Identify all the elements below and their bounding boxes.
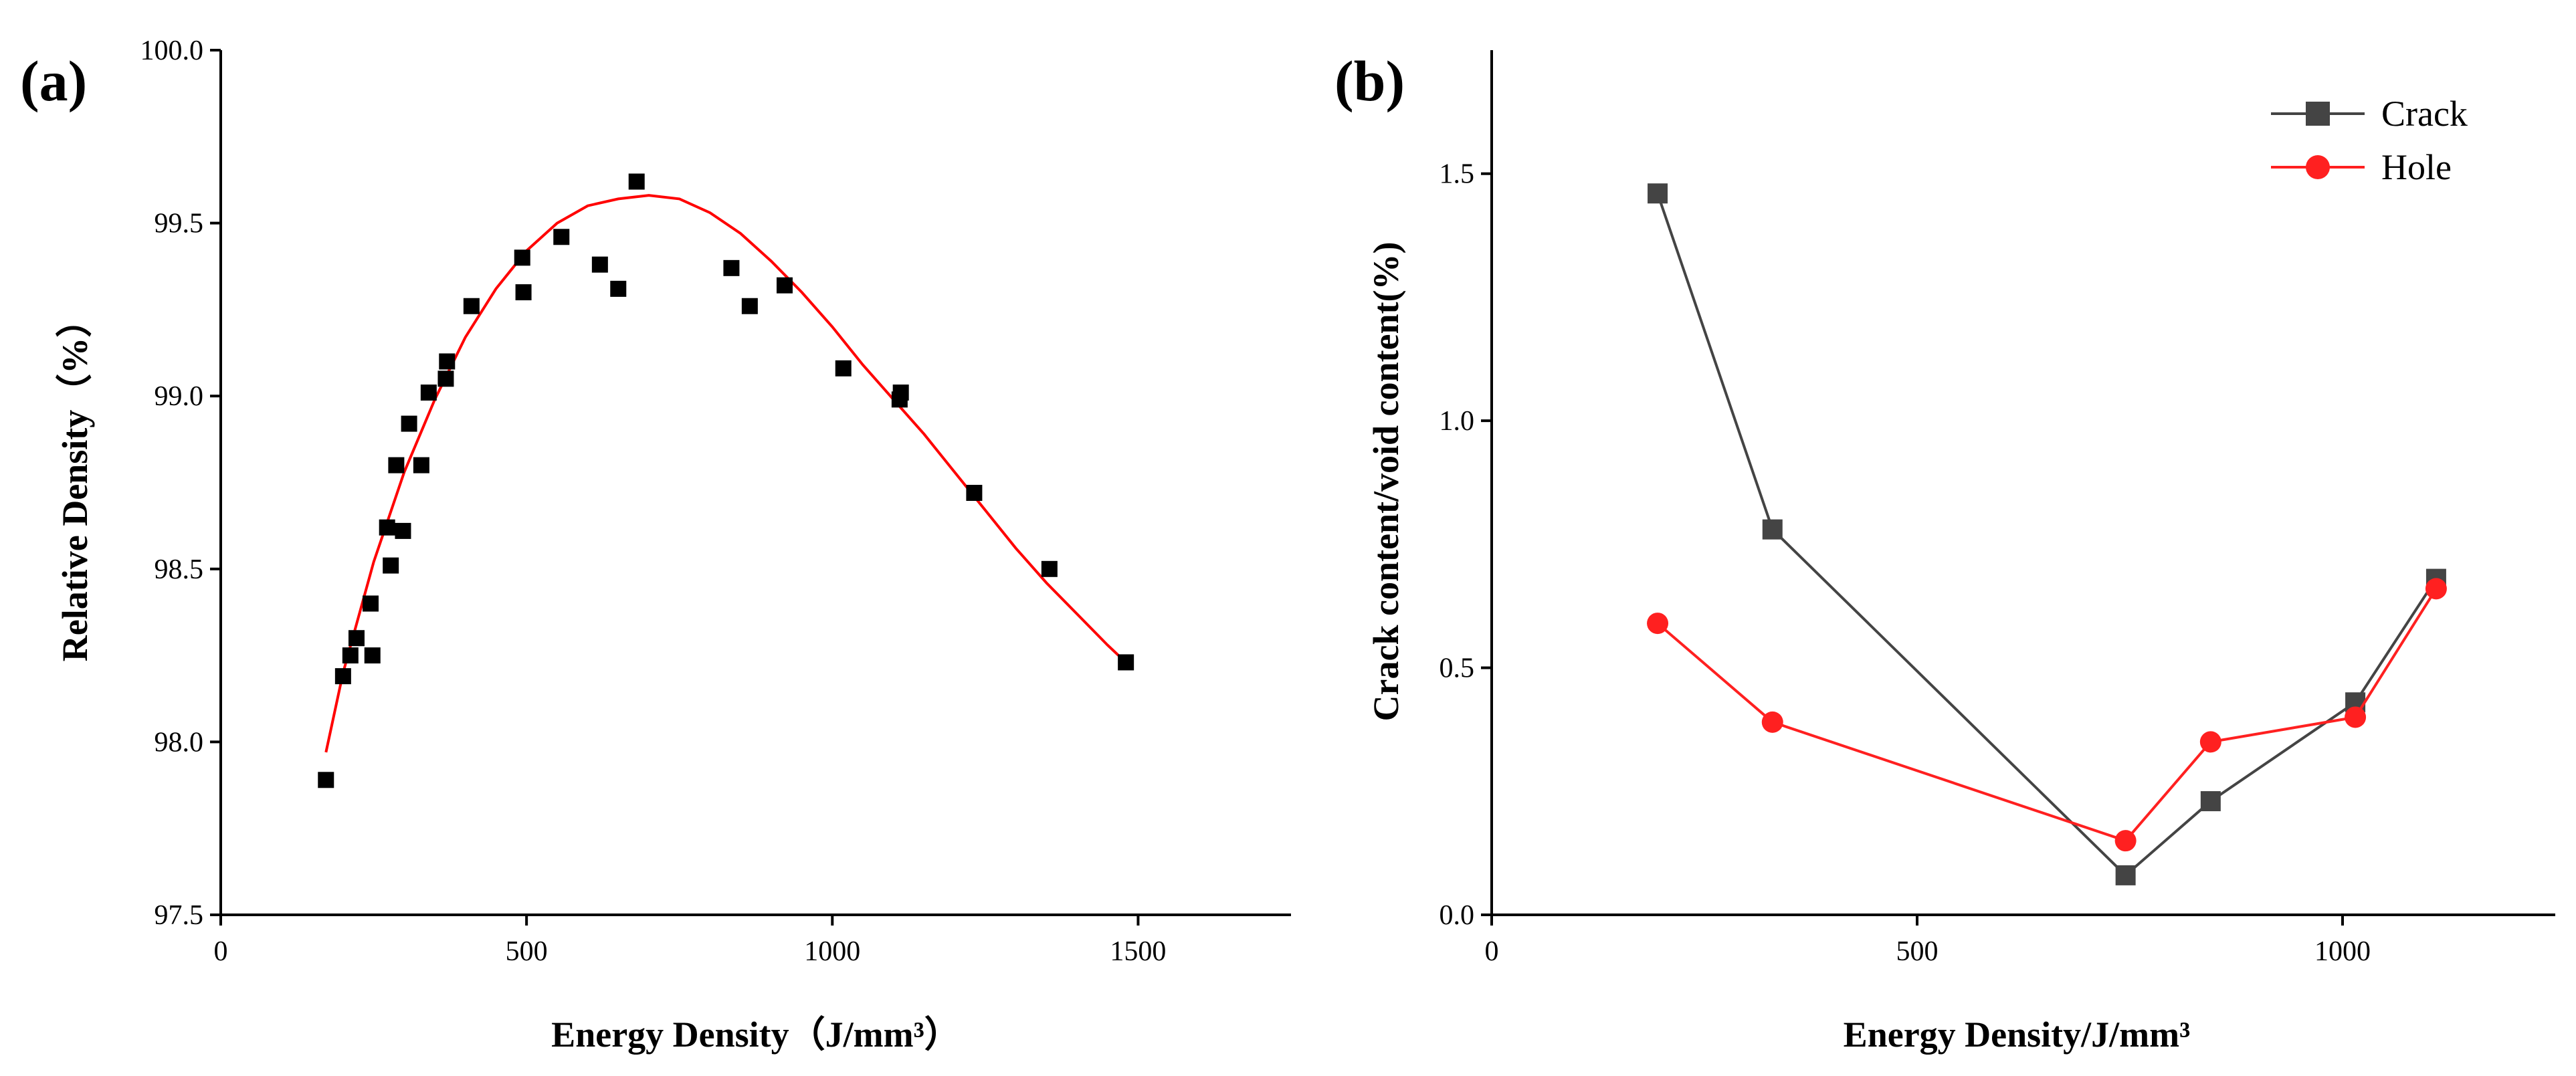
panel-b-legend: Crack Hole (2271, 94, 2468, 187)
panel-a-data-point (363, 595, 379, 612)
panel-b-x-axis-title: Energy Density/J/mm³ (1844, 1014, 2191, 1055)
panel-a-x-tick-label: 1500 (1110, 936, 1166, 967)
panel-a-data-point (420, 385, 437, 401)
panel-a-x-tick-label: 0 (214, 936, 228, 967)
panel-a-label: (a) (20, 49, 87, 113)
panel-b-hole-point (2425, 578, 2447, 600)
panel-a-data-point (334, 668, 351, 685)
panel-a-data-point (835, 360, 852, 376)
panel-a-data-point (388, 457, 405, 473)
panel-a-y-tick-label: 99.5 (155, 209, 204, 239)
panel-b-y-ticks: 0.0 0.5 1.0 1.5 (1440, 159, 1492, 931)
panel-a-data-point (892, 385, 909, 401)
panel-b-y-tick-label: 0.0 (1440, 900, 1475, 931)
panel-a-chart: (a) 0 500 1000 1500 97.5 98.0 98.5 99.0 99.5 100… (20, 35, 1291, 1055)
panel-a-data-point (553, 229, 570, 245)
panel-a-data-point (723, 259, 740, 276)
panel-a-data-point (439, 353, 456, 370)
panel-a-data-point (628, 173, 645, 190)
panel-a-y-axis-title: Relative Density（%） (55, 302, 95, 661)
panel-a-x-tick-label: 1000 (804, 936, 860, 967)
legend-hole-label: Hole (2381, 147, 2452, 187)
panel-b-chart: (b) 0 500 1000 0.0 0.5 1.0 1.5 Energy Density… (1334, 49, 2555, 1055)
panel-a-y-tick-label: 99.0 (155, 381, 204, 412)
panel-b-plot-area (1647, 183, 2447, 885)
panel-a-data-point (318, 772, 334, 788)
panel-a-data-point (348, 630, 365, 647)
panel-a-data-point (401, 415, 417, 432)
panel-a-y-ticks: 97.5 98.0 98.5 99.0 99.5 100.0 (140, 35, 221, 931)
panel-a-data-point (610, 280, 627, 297)
panel-a-data-point (379, 519, 395, 536)
panel-b-crack-point (1648, 183, 1668, 204)
panel-b-hole-point (1761, 711, 1783, 733)
legend-crack-label: Crack (2381, 94, 2468, 134)
panel-a-data-point (364, 647, 381, 664)
panel-b-hole-point (1647, 613, 1669, 635)
panel-b-crack-point (2115, 865, 2136, 885)
panel-b-label: (b) (1334, 49, 1405, 113)
panel-b-x-tick-label: 1000 (2314, 936, 2371, 967)
panel-a-data-point (966, 485, 983, 502)
panel-a-data-point (437, 370, 454, 387)
panel-b-hole-point (2345, 706, 2367, 728)
panel-a-data-point (515, 284, 532, 301)
panel-a-fit-curve (324, 194, 1127, 753)
panel-b-y-tick-label: 1.0 (1440, 406, 1475, 437)
panel-a-data-point (383, 557, 399, 574)
panel-a-x-axis-title: Energy Density（J/mm³） (551, 1014, 961, 1055)
panel-a-y-tick-label: 97.5 (155, 900, 204, 931)
panel-a-data-point (342, 647, 359, 664)
panel-a-plot-area (318, 173, 1134, 788)
panel-a-data-point (463, 298, 480, 314)
panel-a-y-tick-label: 98.5 (155, 554, 204, 585)
panel-b-x-ticks: 0 500 1000 (1485, 915, 2371, 967)
panel-b-crack-line (1656, 193, 2438, 877)
panel-a-y-tick-label: 100.0 (140, 35, 204, 66)
panel-a-data-point (741, 298, 758, 314)
panel-a-data-point (591, 256, 608, 273)
panel-b-hole-point (2199, 731, 2221, 753)
legend-hole-marker (2306, 155, 2330, 179)
panel-b-y-axis-title: Crack content/void content(%) (1366, 242, 1406, 722)
panel-b-crack-point (2200, 791, 2221, 812)
panel-b-hole-point (2114, 830, 2137, 852)
panel-b-y-tick-label: 0.5 (1440, 653, 1475, 684)
panel-b-y-tick-label: 1.5 (1440, 159, 1475, 190)
panel-a-y-tick-label: 98.0 (155, 727, 204, 758)
panel-a-x-tick-label: 500 (506, 936, 548, 967)
panel-a-x-ticks: 0 500 1000 1500 (214, 915, 1166, 967)
panel-b-x-tick-label: 500 (1896, 936, 1939, 967)
panel-a-data-point (395, 522, 411, 539)
panel-b-crack-point (1762, 519, 1783, 540)
legend-crack-marker (2306, 102, 2330, 126)
panel-a-data-point (413, 457, 429, 473)
panel-a-data-point (514, 249, 530, 266)
panel-a-data-point (1041, 560, 1058, 577)
panel-a-data-point (1118, 654, 1134, 671)
panel-b-x-tick-label: 0 (1485, 936, 1499, 967)
panel-b-hole-line (1656, 588, 2438, 843)
panel-a-data-point (776, 277, 793, 294)
